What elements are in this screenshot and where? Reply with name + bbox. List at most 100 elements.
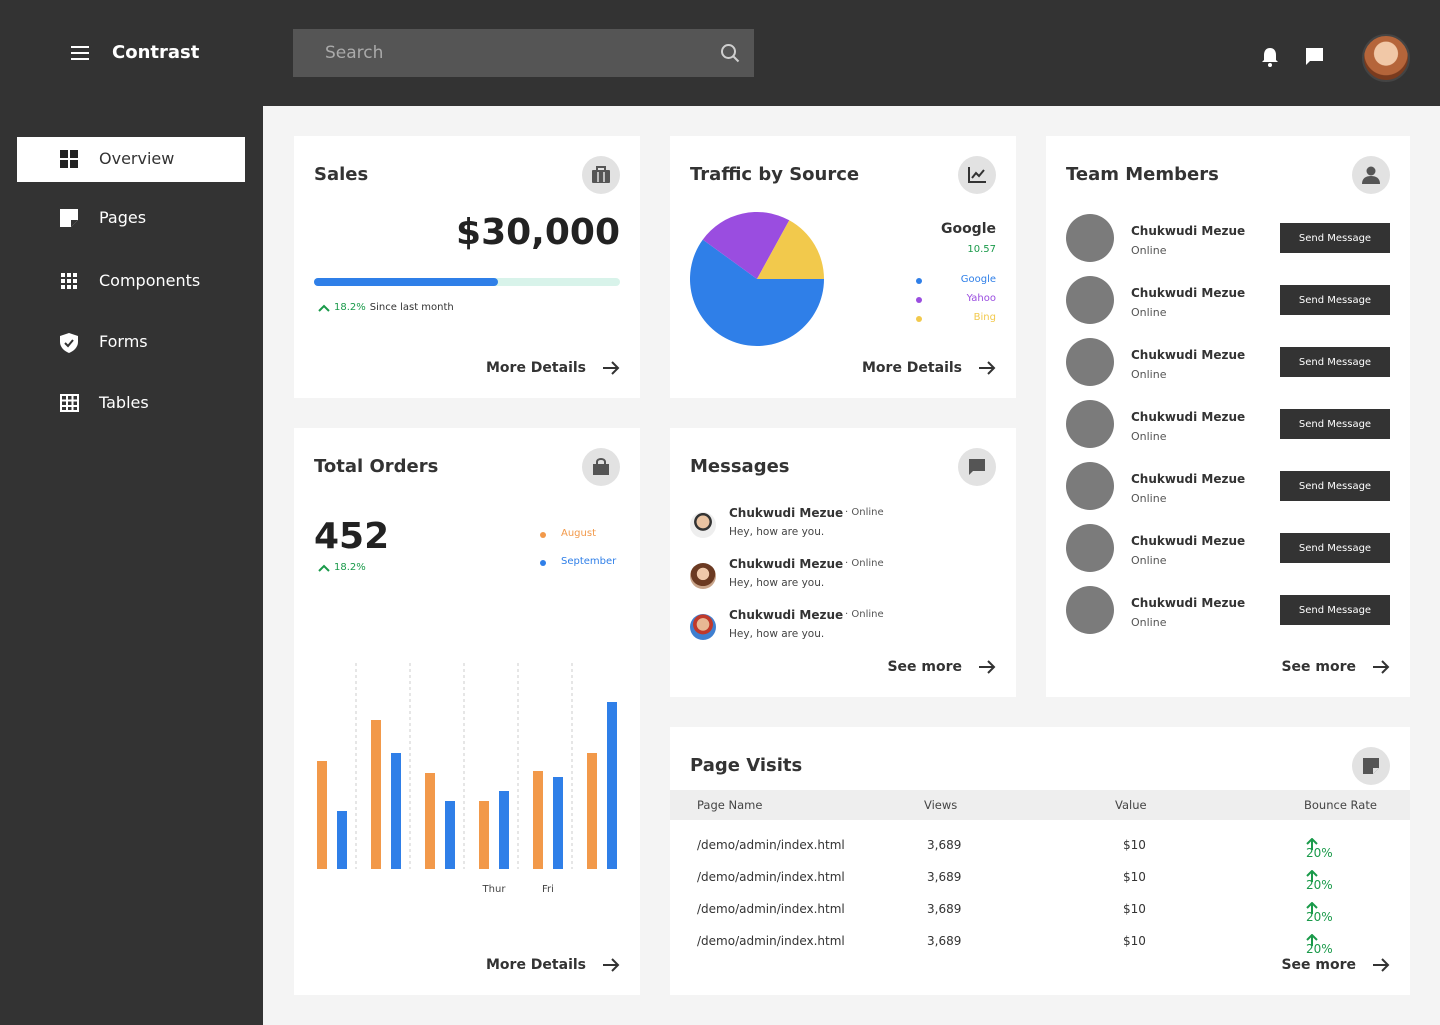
team-member-row: Chukwudi Mezue Online Send Message bbox=[1066, 214, 1390, 262]
status-text: Online bbox=[851, 609, 884, 620]
bell-icon[interactable] bbox=[1260, 46, 1280, 68]
send-message-button[interactable]: Send Message bbox=[1280, 595, 1390, 625]
sales-more-details-link[interactable]: More Details bbox=[486, 360, 620, 376]
bar-august-0 bbox=[317, 761, 327, 869]
arrow-right-icon bbox=[603, 361, 620, 375]
arrow-right-icon bbox=[1373, 958, 1390, 972]
orders-change: 18.2% bbox=[318, 562, 366, 573]
bar-september-2 bbox=[445, 801, 455, 869]
main-content: Sales $30,000 18.2% Since last month Mor… bbox=[263, 106, 1440, 1025]
legend-item-yahoo: Yahoo bbox=[916, 293, 996, 312]
arrow-up-icon bbox=[1306, 870, 1318, 882]
message-preview: Hey, how are you. bbox=[729, 577, 825, 589]
sidebar-item-components[interactable]: Components bbox=[17, 259, 245, 304]
orders-legend: August September bbox=[540, 528, 616, 584]
orders-title: Total Orders bbox=[314, 456, 439, 477]
message-item[interactable]: Chukwudi Mezue · Online Hey, how are you… bbox=[690, 608, 990, 648]
send-message-button[interactable]: Send Message bbox=[1280, 409, 1390, 439]
grid-icon bbox=[60, 150, 78, 168]
traffic-title: Traffic by Source bbox=[690, 164, 860, 185]
bar-september-0 bbox=[337, 811, 347, 869]
bar-august-1 bbox=[371, 720, 381, 869]
app-title: Contrast bbox=[112, 42, 200, 63]
avatar bbox=[1066, 214, 1114, 262]
team-member-row: Chukwudi Mezue Online Send Message bbox=[1066, 400, 1390, 448]
legend-item-bing: Bing bbox=[916, 312, 996, 331]
legend-item-september: September bbox=[540, 556, 616, 584]
bar-august-4 bbox=[533, 771, 543, 869]
message-item[interactable]: Chukwudi Mezue · Online Hey, how are you… bbox=[690, 557, 990, 597]
bar-september-4 bbox=[553, 777, 563, 869]
sales-card: Sales $30,000 18.2% Since last month Mor… bbox=[294, 136, 640, 398]
message-status: · Online bbox=[845, 507, 884, 518]
send-message-button[interactable]: Send Message bbox=[1280, 471, 1390, 501]
sidebar-item-label: Forms bbox=[99, 332, 148, 351]
avatar bbox=[1066, 400, 1114, 448]
traffic-pie-chart bbox=[690, 212, 824, 346]
user-avatar[interactable] bbox=[1362, 34, 1410, 82]
chat-icon bbox=[958, 448, 996, 486]
orders-more-details-link[interactable]: More Details bbox=[486, 957, 620, 973]
bounce-rate-cell: 20% bbox=[1306, 934, 1333, 956]
send-message-button[interactable]: Send Message bbox=[1280, 285, 1390, 315]
note-icon bbox=[60, 209, 78, 227]
member-name: Chukwudi Mezue bbox=[1131, 472, 1246, 486]
more-details-label: More Details bbox=[485, 957, 586, 973]
legend-label: August bbox=[561, 528, 596, 539]
bar-august-5 bbox=[587, 753, 597, 869]
x-tick-label: Thur bbox=[482, 884, 507, 895]
legend-item-google: Google bbox=[916, 274, 996, 293]
sidebar-item-tables[interactable]: Tables bbox=[17, 381, 245, 426]
arrow-up-icon bbox=[1306, 934, 1318, 946]
views-cell: 3,689 bbox=[927, 902, 962, 916]
arrow-right-icon bbox=[603, 958, 620, 972]
chat-icon[interactable] bbox=[1304, 46, 1325, 67]
arrow-up-icon bbox=[1306, 838, 1318, 850]
legend-label: Google bbox=[960, 274, 996, 285]
top-bar: Contrast bbox=[0, 0, 1440, 106]
legend-label: Yahoo bbox=[966, 293, 996, 304]
arrow-right-icon bbox=[1373, 660, 1390, 674]
traffic-top-value: 10.57 bbox=[967, 244, 996, 255]
menu-icon[interactable] bbox=[71, 46, 89, 60]
member-status: Online bbox=[1131, 492, 1167, 505]
bounce-rate-value: 20% bbox=[1306, 942, 1333, 956]
team-member-row: Chukwudi Mezue Online Send Message bbox=[1066, 462, 1390, 510]
team-see-more-link[interactable]: See more bbox=[1281, 659, 1390, 675]
traffic-top-source: Google bbox=[940, 221, 996, 237]
sales-title: Sales bbox=[314, 164, 369, 185]
page-name-cell: /demo/admin/index.html bbox=[697, 838, 845, 852]
traffic-more-details-link[interactable]: More Details bbox=[862, 360, 996, 376]
bar-september-1 bbox=[391, 753, 401, 869]
traffic-legend: Google Yahoo Bing bbox=[916, 274, 996, 331]
sidebar-item-label: Components bbox=[99, 271, 201, 290]
sales-progress-track bbox=[314, 278, 620, 286]
message-sender: Chukwudi Mezue bbox=[729, 608, 844, 622]
send-message-button[interactable]: Send Message bbox=[1280, 347, 1390, 377]
sidebar-item-label: Overview bbox=[99, 149, 175, 168]
member-status: Online bbox=[1131, 368, 1167, 381]
send-message-button[interactable]: Send Message bbox=[1280, 223, 1390, 253]
member-name: Chukwudi Mezue bbox=[1131, 410, 1246, 424]
bounce-rate-value: 20% bbox=[1306, 878, 1333, 892]
messages-see-more-link[interactable]: See more bbox=[887, 659, 996, 675]
sidebar-item-forms[interactable]: Forms bbox=[17, 320, 245, 365]
sidebar-item-overview[interactable]: Overview bbox=[17, 137, 245, 182]
see-more-label: See more bbox=[1281, 659, 1356, 675]
search-icon[interactable] bbox=[720, 43, 740, 63]
avatar bbox=[1066, 462, 1114, 510]
sidebar-item-pages[interactable]: Pages bbox=[17, 196, 245, 241]
column-header: Value bbox=[1115, 798, 1147, 812]
sales-amount: $30,000 bbox=[456, 212, 620, 253]
page-visits-see-more-link[interactable]: See more bbox=[1281, 957, 1390, 973]
value-cell: $10 bbox=[1123, 934, 1146, 948]
page-visits-card: Page Visits Page Name Views Value Bounce… bbox=[670, 727, 1410, 995]
table-row: /demo/admin/index.html 3,689 $10 20% bbox=[670, 830, 1410, 862]
bar-september-3 bbox=[499, 791, 509, 869]
search-input[interactable] bbox=[293, 29, 693, 77]
member-name: Chukwudi Mezue bbox=[1131, 348, 1246, 362]
bounce-rate-cell: 20% bbox=[1306, 870, 1333, 892]
message-item[interactable]: Chukwudi Mezue · Online Hey, how are you… bbox=[690, 506, 990, 546]
arrow-up-icon bbox=[318, 304, 330, 312]
send-message-button[interactable]: Send Message bbox=[1280, 533, 1390, 563]
